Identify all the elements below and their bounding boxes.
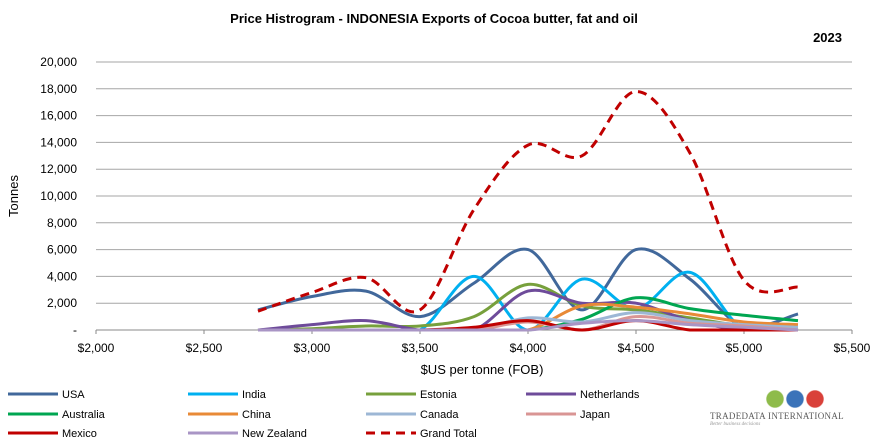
y-tick-label: 6,000 — [47, 243, 77, 257]
y-tick-label: 16,000 — [40, 109, 77, 123]
y-tick-label: 12,000 — [40, 162, 77, 176]
series-layer — [257, 89, 799, 332]
legend-label: Grand Total — [420, 428, 477, 439]
legend-label: Mexico — [62, 428, 97, 439]
y-tick-label: 2,000 — [47, 296, 77, 310]
year-label: 2023 — [813, 30, 842, 45]
y-tick-label: 8,000 — [47, 216, 77, 230]
x-tick-label: $4,500 — [618, 341, 655, 355]
legend-label: Estonia — [420, 389, 458, 401]
tradedata-logo: TRADEDATA INTERNATIONAL Better business … — [706, 388, 846, 432]
series-line-new-zealand — [258, 319, 799, 332]
x-tick-label: $4,000 — [510, 341, 547, 355]
legend-label: New Zealand — [242, 428, 307, 439]
y-axis-label: Tonnes — [6, 175, 21, 217]
x-tick-label: $2,500 — [186, 341, 223, 355]
x-tick-label: $2,000 — [78, 341, 115, 355]
series-line-usa — [257, 247, 799, 330]
x-tick-label: $5,000 — [726, 341, 763, 355]
y-tick-label: 4,000 — [47, 269, 77, 283]
chart-title: Price Histrogram - INDONESIA Exports of … — [230, 11, 638, 26]
x-tick-label: $5,500 — [834, 341, 871, 355]
legend: USA India Estonia Netherlands Australia China… — [8, 389, 640, 439]
legend-label: Netherlands — [580, 389, 640, 401]
series-line-grand-total — [257, 89, 799, 314]
logo-text: TRADEDATA INTERNATIONAL — [710, 411, 844, 421]
globe-icon — [765, 389, 825, 409]
legend-label: Japan — [580, 409, 610, 421]
x-tick-label: $3,000 — [294, 341, 331, 355]
y-tick-label: 14,000 — [40, 135, 77, 149]
y-tick-label: - — [73, 323, 77, 337]
y-tick-label: 10,000 — [40, 189, 77, 203]
logo-tagline: Better business decisions — [710, 422, 761, 427]
legend-label: India — [242, 389, 267, 401]
y-tick-label: 20,000 — [40, 55, 77, 69]
legend-label: Australia — [62, 409, 106, 421]
legend-label: Canada — [420, 409, 459, 421]
grid — [96, 61, 852, 304]
x-axis-ticks: $2,000 $2,500 $3,000 $3,500 $4,000 $4,500 $5,0… — [78, 330, 871, 355]
x-axis-label: $US per tonne (FOB) — [421, 362, 544, 377]
legend-label: USA — [62, 389, 85, 401]
y-tick-label: 18,000 — [40, 82, 77, 96]
x-tick-label: $3,500 — [402, 341, 439, 355]
y-axis-ticks: - 2,000 4,000 6,000 8,000 10,000 12,000 14,000 1… — [40, 55, 77, 337]
legend-label: China — [242, 409, 272, 421]
series-line-estonia — [257, 282, 799, 332]
